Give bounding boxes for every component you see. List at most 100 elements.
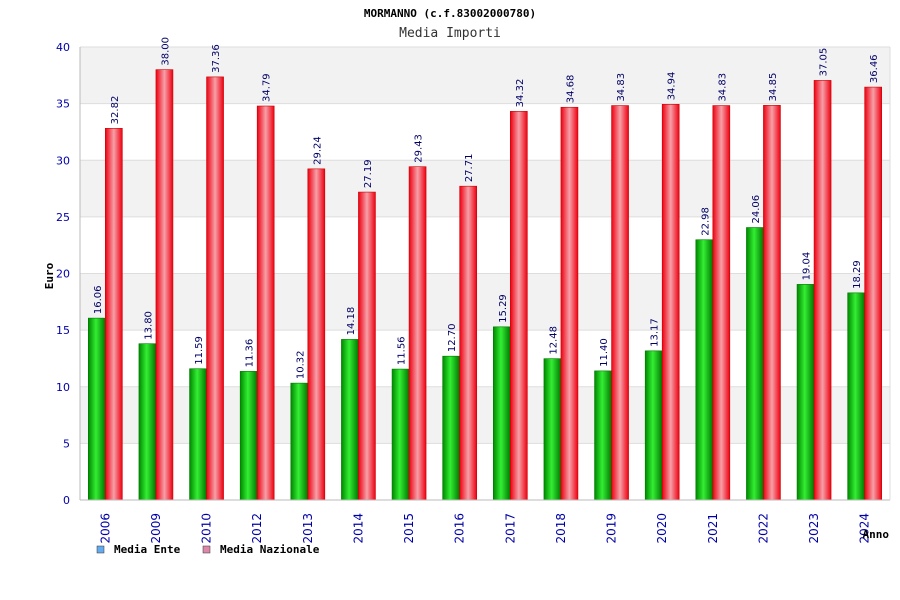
y-tick-label: 0: [63, 494, 70, 507]
legend-swatch-media-ente: [96, 545, 105, 554]
data-label: 18.29: [852, 260, 863, 289]
data-label: 12.48: [548, 326, 559, 355]
data-label: 13.80: [143, 311, 154, 340]
data-label: 34.83: [616, 73, 627, 102]
bar-media-ente-2014: [341, 339, 359, 501]
data-label: 37.36: [211, 44, 222, 73]
y-tick-label: 40: [56, 41, 70, 54]
data-label: 27.19: [363, 159, 374, 188]
y-axis-label: Euro: [43, 262, 56, 289]
bar-media-nazionale-2022: [763, 105, 781, 501]
x-tick-label: 2023: [807, 513, 821, 544]
bar-media-ente-2016: [442, 355, 460, 501]
x-tick-label: 2018: [554, 513, 568, 544]
data-label: 29.43: [414, 134, 425, 163]
x-tick-label: 2012: [250, 513, 264, 544]
x-tick-label: 2009: [149, 513, 163, 544]
data-label: 34.85: [768, 73, 779, 102]
data-label: 27.71: [464, 154, 475, 183]
data-label: 19.04: [802, 252, 813, 281]
bar-media-ente-2021: [695, 239, 714, 501]
bars: [88, 69, 882, 501]
y-tick-label: 20: [56, 268, 70, 281]
legend-label-media-nazionale: Media Nazionale: [220, 543, 320, 556]
bar-media-nazionale-2014: [358, 191, 376, 501]
data-label: 24.06: [751, 195, 762, 224]
bar-media-nazionale-2010: [206, 76, 224, 501]
bar-media-nazionale-2012: [256, 105, 275, 501]
bar-media-nazionale-2021: [712, 105, 731, 501]
bar-media-ente-2012: [239, 371, 258, 501]
data-label: 34.79: [262, 73, 273, 102]
x-tick-label: 2014: [351, 513, 365, 544]
data-label: 37.05: [819, 48, 830, 77]
y-tick-label: 10: [56, 381, 70, 394]
x-tick-label: 2020: [655, 513, 669, 544]
bar-media-ente-2020: [644, 350, 663, 501]
data-label: 11.56: [397, 336, 408, 365]
data-label: 34.32: [515, 79, 526, 108]
y-tick-label: 30: [56, 154, 70, 167]
data-label: 22.98: [700, 207, 711, 236]
x-tick-label: 2019: [605, 513, 619, 544]
data-label: 36.46: [869, 54, 880, 83]
bar-media-ente-2022: [746, 227, 764, 501]
data-label: 13.17: [650, 318, 661, 347]
bar-media-ente-2017: [493, 326, 511, 501]
x-axis-label: Anno: [863, 528, 890, 541]
data-label: 11.59: [194, 336, 205, 365]
bar-media-nazionale-2020: [661, 104, 680, 501]
y-tick-label: 5: [63, 437, 70, 450]
bar-media-nazionale-2016: [459, 185, 477, 501]
data-label: 12.70: [447, 324, 458, 353]
axes: 0 5 10 15 20 25 30 35 40 2006 2009 2010 2012 2013 2014…: [56, 41, 891, 544]
value-labels: 16.06 32.82 13.80 38.00 11.59 37.36 11.36 34.79…: [93, 37, 880, 379]
x-tick-label: 2016: [453, 513, 467, 544]
data-label: 29.24: [312, 136, 323, 165]
data-label: 38.00: [160, 37, 171, 66]
data-label: 16.06: [93, 285, 104, 314]
x-tick-label: 2013: [301, 513, 315, 544]
bar-media-ente-2018: [543, 358, 562, 501]
bar-media-nazionale-2015: [408, 166, 427, 501]
data-label: 11.36: [245, 339, 256, 368]
data-label: 14.18: [346, 307, 357, 336]
bar-media-ente-2023: [796, 284, 815, 501]
data-label: 15.29: [498, 294, 509, 323]
x-tick-label: 2006: [98, 513, 112, 544]
x-tick-label: 2022: [756, 513, 770, 544]
bar-media-nazionale-2017: [510, 111, 528, 501]
x-tick-label: 2010: [200, 513, 214, 544]
bar-media-ente-2006: [88, 317, 106, 501]
x-tick-label: 2021: [706, 513, 720, 544]
bar-media-ente-2015: [391, 368, 410, 501]
y-tick-label: 15: [56, 324, 70, 337]
bar-media-nazionale-2023: [813, 80, 832, 501]
data-label: 34.94: [667, 72, 678, 101]
y-tick-label: 25: [56, 211, 70, 224]
bar-media-ente-2024: [847, 292, 865, 501]
chart-subtitle: Media Importi: [399, 26, 501, 41]
bar-media-nazionale-2019: [611, 105, 629, 501]
bar-media-ente-2009: [138, 343, 157, 501]
bar-media-ente-2010: [189, 368, 207, 501]
bar-media-nazionale-2013: [307, 168, 326, 501]
y-tick-label: 35: [56, 98, 70, 111]
bar-media-ente-2019: [594, 370, 612, 501]
x-tick-label: 2015: [402, 513, 416, 544]
legend-label-media-ente: Media Ente: [114, 543, 181, 556]
bar-media-nazionale-2024: [864, 86, 882, 501]
data-label: 10.32: [295, 350, 306, 379]
bar-media-nazionale-2018: [560, 106, 579, 501]
bar-media-ente-2013: [290, 382, 309, 501]
data-label: 34.83: [717, 73, 728, 102]
chart-title: MORMANNO (c.f.83002000780): [364, 7, 536, 20]
x-tick-label: 2024: [858, 513, 872, 544]
bar-media-nazionale-2006: [105, 128, 123, 501]
data-label: 11.40: [599, 338, 610, 367]
legend: Media Ente Media Nazionale: [96, 543, 320, 556]
x-tick-label: 2017: [503, 513, 517, 544]
legend-swatch-media-nazionale: [202, 545, 211, 554]
data-label: 34.68: [565, 75, 576, 104]
